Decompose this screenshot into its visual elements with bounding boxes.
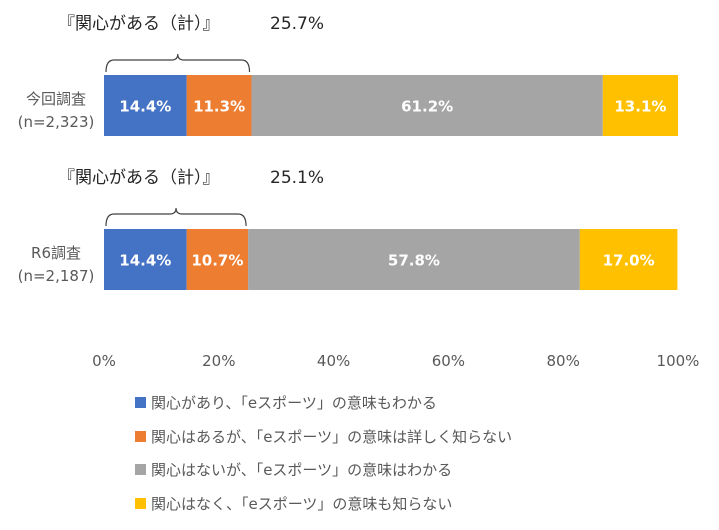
legend-label: 関心があり、「eスポーツ」の意味もわかる bbox=[151, 394, 437, 412]
x-tick-label: 20% bbox=[202, 352, 235, 370]
category-sample-size: (n=2,323) bbox=[18, 113, 95, 131]
bar-segment bbox=[104, 229, 187, 290]
bar-segment bbox=[579, 229, 678, 290]
legend-swatch bbox=[135, 397, 146, 408]
data-label: 13.1% bbox=[614, 98, 666, 116]
bar-segment bbox=[186, 75, 252, 136]
bracket-label: 『関心がある（計）』 bbox=[58, 168, 220, 188]
bracket bbox=[105, 53, 251, 73]
legend-swatch bbox=[135, 431, 146, 442]
data-label: 14.4% bbox=[119, 252, 171, 270]
x-tick-label: 40% bbox=[317, 352, 350, 370]
legend-swatch bbox=[135, 498, 146, 509]
data-label: 57.8% bbox=[388, 252, 440, 270]
legend-swatch bbox=[135, 464, 146, 475]
bar-segment bbox=[251, 75, 603, 136]
category-sample-size: (n=2,187) bbox=[18, 267, 95, 285]
data-label: 11.3% bbox=[193, 98, 245, 116]
data-label: 17.0% bbox=[603, 252, 655, 270]
bracket-label: 『関心がある（計）』 bbox=[58, 14, 220, 34]
bar-segment bbox=[104, 75, 187, 136]
legend-label: 関心はないが、「eスポーツ」の意味はわかる bbox=[151, 461, 452, 479]
x-tick-label: 80% bbox=[547, 352, 580, 370]
bar-segment bbox=[248, 229, 580, 290]
data-label: 10.7% bbox=[191, 252, 243, 270]
data-label: 14.4% bbox=[119, 98, 171, 116]
bar-segment bbox=[602, 75, 678, 136]
x-tick-label: 0% bbox=[92, 352, 116, 370]
legend-label: 関心はあるが、「eスポーツ」の意味は詳しく知らない bbox=[151, 428, 512, 446]
category-label: 今回調査 bbox=[26, 90, 86, 108]
x-tick-label: 60% bbox=[432, 352, 465, 370]
legend-label: 関心はなく、「eスポーツ」の意味も知らない bbox=[151, 495, 452, 513]
x-tick-label: 100% bbox=[657, 352, 700, 370]
category-label: R6調査 bbox=[31, 244, 81, 262]
bracket-value: 25.7% bbox=[270, 14, 324, 34]
bar-segment bbox=[186, 229, 249, 290]
bracket-value: 25.1% bbox=[270, 168, 324, 188]
data-label: 61.2% bbox=[401, 98, 453, 116]
bracket bbox=[105, 207, 247, 227]
